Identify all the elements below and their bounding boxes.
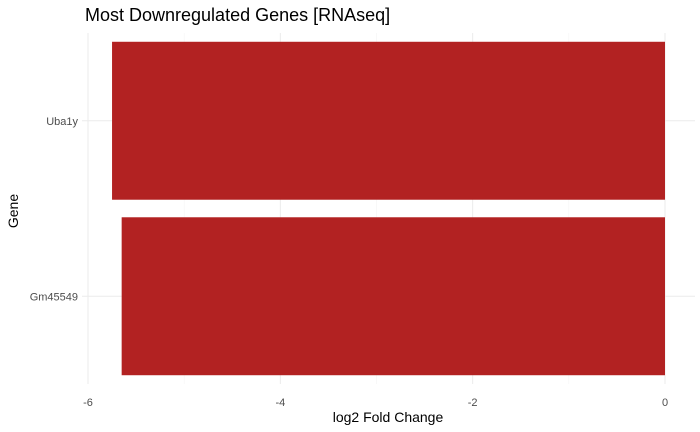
x-tick-label: -6 <box>83 397 93 409</box>
x-axis-title: log2 Fold Change <box>333 409 444 425</box>
bar-gm45549 <box>121 217 666 376</box>
x-tick-label: -4 <box>275 397 285 409</box>
bars <box>112 41 666 376</box>
y-axis-title: Gene <box>5 194 21 228</box>
x-tick-label: -2 <box>468 397 478 409</box>
x-tick-label: 0 <box>662 397 668 409</box>
x-tick-labels: -6 -4 -2 0 <box>83 397 668 409</box>
y-tick-label: Gm45549 <box>30 291 78 303</box>
bar-uba1y <box>112 41 665 200</box>
chart-title: Most Downregulated Genes [RNAseq] <box>85 5 390 25</box>
y-tick-labels: Uba1y Gm45549 <box>30 116 79 304</box>
y-tick-label: Uba1y <box>46 116 78 128</box>
